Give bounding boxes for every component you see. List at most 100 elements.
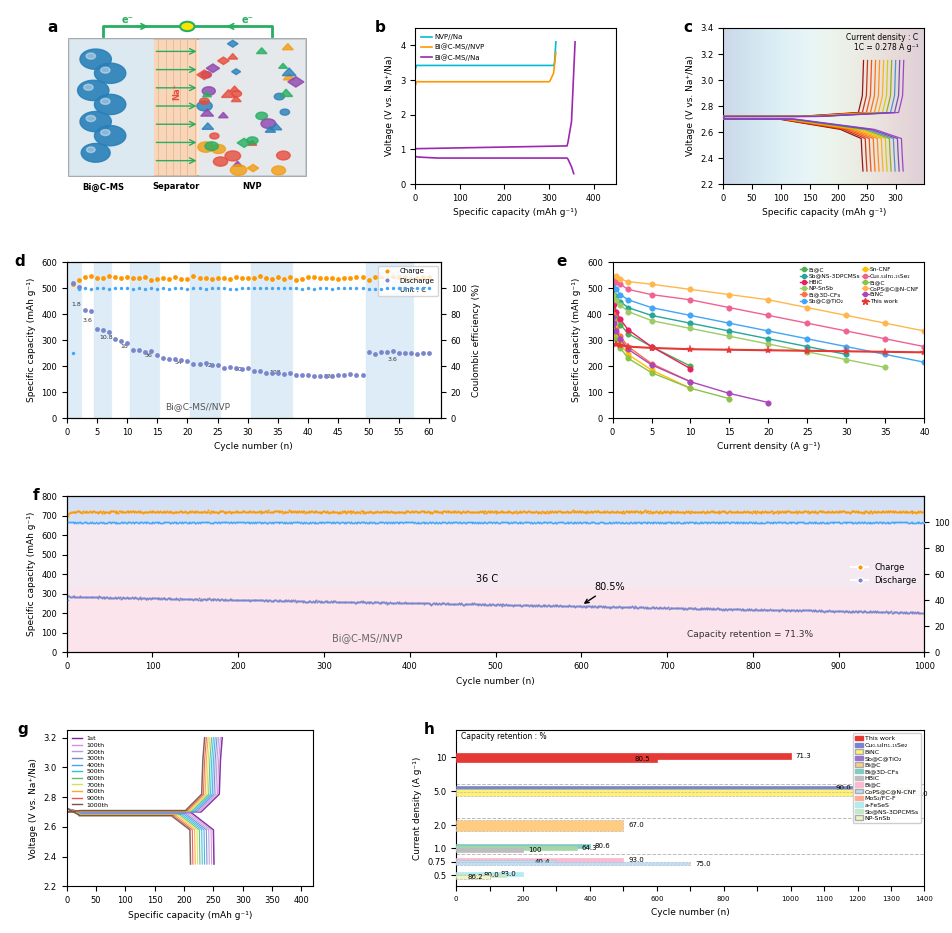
Point bbox=[486, 515, 501, 530]
Discharge bbox=[778, 603, 793, 618]
Charge bbox=[491, 504, 506, 519]
Discharge bbox=[633, 600, 648, 615]
Charge bbox=[910, 505, 925, 520]
Point bbox=[744, 515, 760, 530]
Discharge bbox=[627, 599, 643, 614]
Point bbox=[303, 515, 318, 530]
Charge bbox=[110, 506, 126, 521]
Discharge bbox=[828, 604, 843, 619]
Discharge bbox=[110, 590, 126, 605]
Bar bbox=[413, 262, 441, 418]
Point bbox=[163, 515, 178, 530]
Discharge bbox=[647, 600, 663, 615]
Point bbox=[61, 515, 76, 530]
Point bbox=[429, 515, 445, 530]
Charge bbox=[173, 272, 188, 286]
Discharge bbox=[539, 598, 554, 613]
Discharge bbox=[542, 598, 557, 613]
Discharge bbox=[186, 592, 201, 606]
Point bbox=[673, 516, 688, 531]
Discharge bbox=[92, 590, 108, 605]
Charge bbox=[62, 505, 77, 520]
Discharge bbox=[273, 593, 288, 608]
Discharge bbox=[120, 591, 135, 606]
Y-axis label: Current density (A g⁻¹): Current density (A g⁻¹) bbox=[413, 757, 422, 860]
Point bbox=[614, 515, 629, 530]
Point bbox=[328, 515, 344, 530]
Text: 108: 108 bbox=[268, 370, 281, 375]
Point bbox=[111, 515, 127, 530]
Charge bbox=[316, 504, 331, 519]
Point bbox=[86, 515, 101, 530]
Discharge bbox=[93, 590, 109, 605]
Point bbox=[218, 515, 233, 530]
Discharge bbox=[129, 591, 144, 606]
Charge bbox=[588, 504, 604, 519]
Charge bbox=[697, 506, 712, 521]
Discharge bbox=[259, 593, 274, 608]
Point bbox=[450, 515, 466, 530]
Charge bbox=[856, 504, 871, 519]
Discharge bbox=[664, 601, 679, 616]
Charge bbox=[264, 504, 279, 519]
Bar bbox=[67, 496, 923, 523]
Point bbox=[778, 515, 793, 530]
Point bbox=[77, 281, 92, 296]
Text: Separator: Separator bbox=[152, 183, 200, 191]
Discharge bbox=[680, 601, 695, 616]
Charge bbox=[385, 270, 400, 285]
Point bbox=[627, 515, 643, 530]
Discharge bbox=[816, 604, 831, 619]
Point bbox=[679, 515, 694, 530]
Discharge bbox=[894, 605, 909, 620]
Charge bbox=[668, 505, 684, 520]
Point bbox=[67, 515, 82, 530]
Text: b: b bbox=[374, 21, 386, 35]
Charge bbox=[762, 505, 777, 520]
Charge bbox=[330, 504, 346, 519]
Text: Na⁺: Na⁺ bbox=[171, 83, 181, 100]
Discharge bbox=[288, 594, 303, 609]
Discharge bbox=[430, 597, 446, 612]
Discharge bbox=[250, 592, 266, 607]
Charge bbox=[900, 505, 915, 520]
Point bbox=[885, 515, 901, 530]
Discharge bbox=[228, 592, 244, 607]
Charge bbox=[903, 504, 919, 519]
Charge bbox=[133, 505, 149, 520]
Point bbox=[105, 515, 120, 530]
Point bbox=[784, 515, 800, 530]
Charge bbox=[531, 505, 546, 520]
Discharge bbox=[615, 600, 630, 615]
Discharge bbox=[732, 603, 747, 618]
Discharge bbox=[525, 598, 540, 613]
Charge bbox=[916, 505, 931, 520]
Point bbox=[601, 515, 616, 530]
Point bbox=[843, 515, 858, 530]
Discharge bbox=[748, 602, 764, 617]
Point bbox=[804, 515, 820, 530]
Point bbox=[641, 515, 656, 530]
Charge bbox=[258, 504, 273, 519]
Charge bbox=[742, 505, 757, 520]
Charge bbox=[686, 505, 702, 520]
Charge bbox=[166, 505, 181, 520]
Charge bbox=[726, 505, 742, 520]
Discharge bbox=[891, 605, 906, 620]
Discharge bbox=[560, 598, 575, 613]
Charge bbox=[877, 504, 892, 519]
Charge bbox=[401, 505, 416, 520]
Discharge bbox=[526, 598, 541, 613]
Discharge bbox=[697, 600, 712, 615]
Discharge bbox=[825, 604, 842, 619]
Charge bbox=[373, 504, 388, 519]
Charge bbox=[630, 505, 645, 520]
Charge bbox=[713, 505, 728, 520]
Point bbox=[645, 515, 660, 530]
Charge bbox=[823, 504, 839, 519]
Charge bbox=[403, 272, 418, 286]
Discharge bbox=[476, 597, 491, 612]
Point bbox=[576, 515, 591, 530]
Circle shape bbox=[199, 98, 209, 104]
Charge bbox=[189, 504, 205, 519]
